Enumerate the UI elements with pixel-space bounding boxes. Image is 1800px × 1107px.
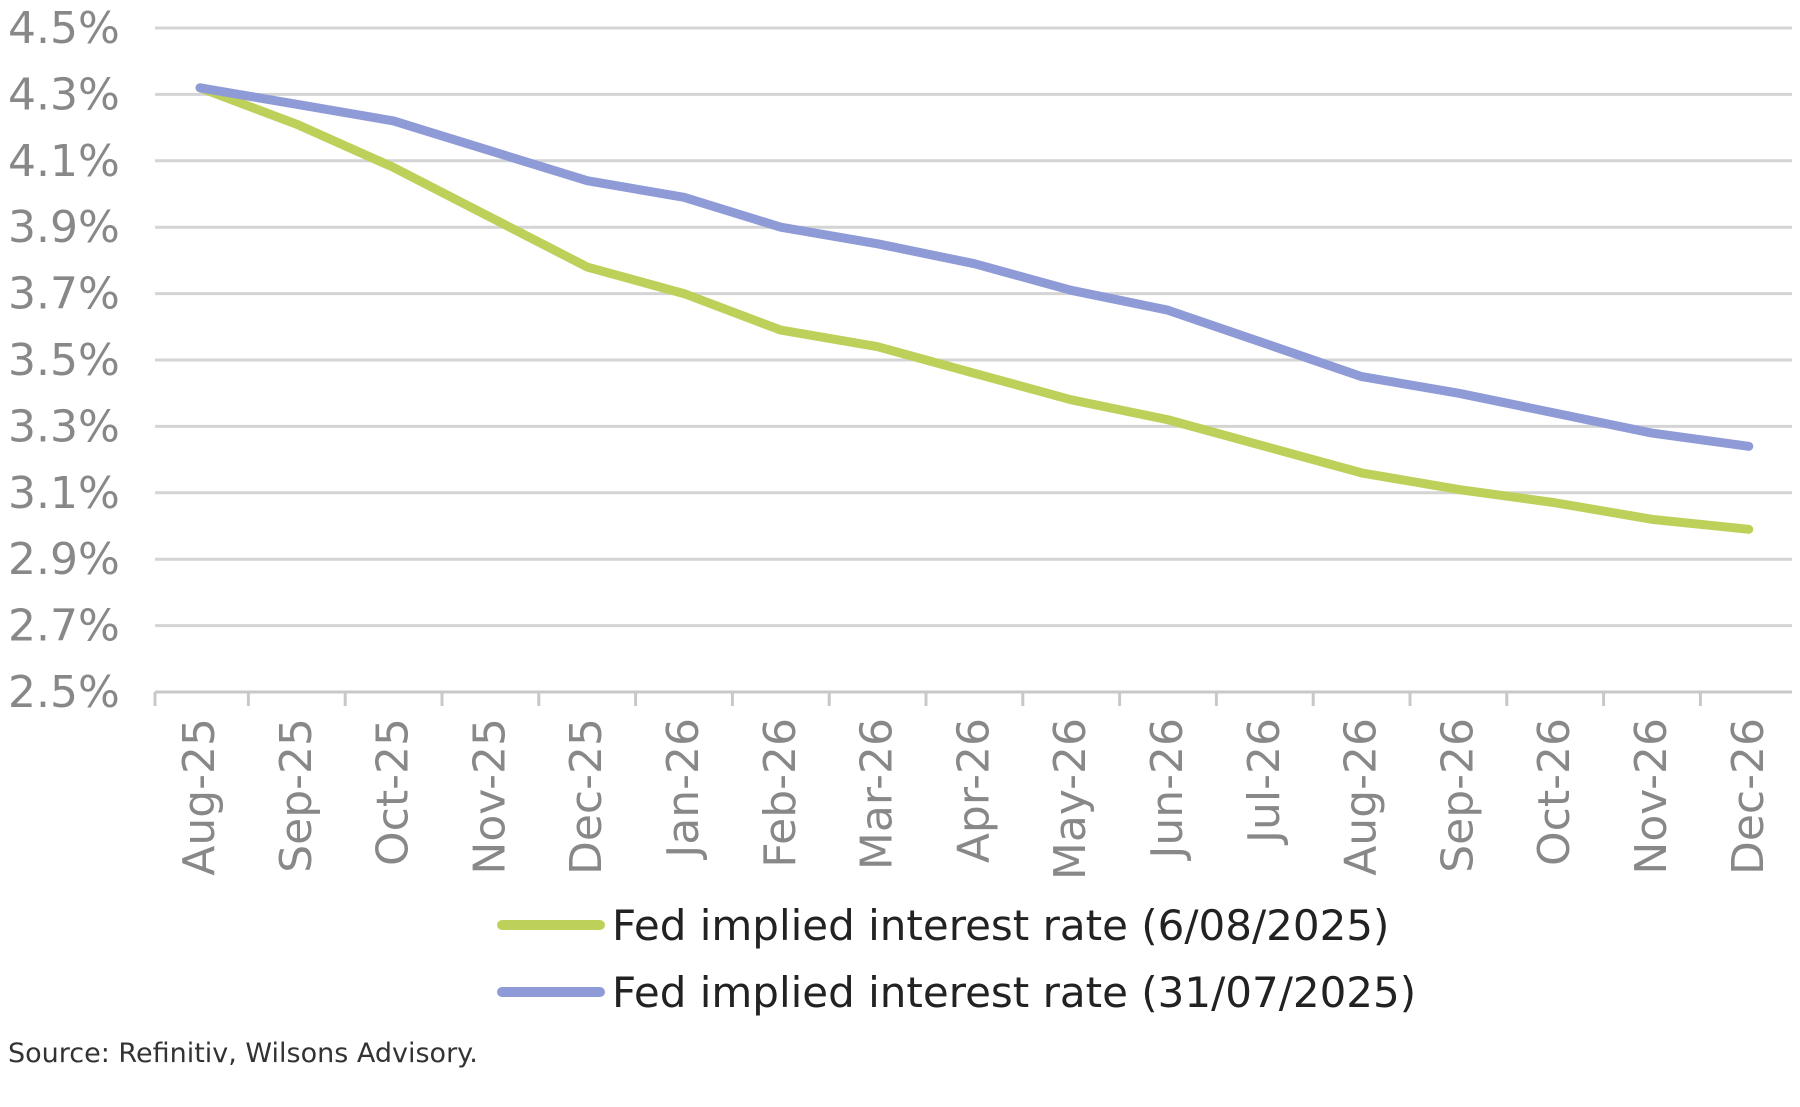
legend-label-1: Fed implied interest rate (6/08/2025) [612, 901, 1389, 950]
x-tick-label: May-26 [1045, 718, 1096, 880]
x-tick-label: Sep-26 [1432, 718, 1483, 873]
gridlines [155, 26, 1792, 628]
y-tick-label: 4.3% [8, 69, 120, 120]
x-axis: Aug-25 Sep-25 Oct-25 Nov-25 Dec-25 Jan-26 Feb-… [153, 690, 1792, 880]
y-tick-label: 3.1% [8, 468, 120, 519]
x-tick-label: Apr-26 [948, 718, 999, 863]
y-tick-label: 2.5% [8, 667, 120, 718]
x-tick-label: Oct-25 [368, 718, 419, 866]
y-tick-label: 4.5% [8, 3, 120, 54]
y-axis: 4.5% 4.3% 4.1% 3.9% 3.7% 3.5% 3.3% 3.1% 2.9% 2.7%… [8, 3, 120, 718]
x-tick-label: Dec-26 [1723, 718, 1774, 875]
y-tick-label: 3.7% [8, 269, 120, 320]
x-tick-label: Dec-25 [561, 718, 612, 875]
x-tick-label: Aug-25 [174, 718, 225, 876]
series-line-2 [195, 83, 1754, 451]
legend-label-2: Fed implied interest rate (31/07/2025) [612, 968, 1416, 1017]
y-tick-label: 2.9% [8, 534, 120, 585]
x-tick-label: Nov-25 [464, 718, 515, 875]
source-note: Source: Refinitiv, Wilsons Advisory. [8, 1038, 478, 1069]
legend: Fed implied interest rate (6/08/2025) Fed… [497, 901, 1416, 1017]
x-tick-label: Jun-26 [1142, 718, 1193, 862]
x-tick-label: Aug-26 [1336, 718, 1387, 876]
x-tick-label: Jan-26 [658, 718, 709, 861]
series-lines [195, 83, 1754, 534]
x-tick-label: Mar-26 [852, 718, 903, 870]
x-tick-label: Sep-25 [271, 718, 322, 873]
x-tick-label: Jul-26 [1239, 718, 1290, 846]
y-tick-label: 3.3% [8, 401, 120, 452]
x-tick-label: Feb-26 [755, 718, 806, 868]
y-tick-label: 3.9% [8, 202, 120, 253]
x-tick-label: Oct-26 [1529, 718, 1580, 866]
y-tick-label: 3.5% [8, 335, 120, 386]
y-tick-label: 2.7% [8, 601, 120, 652]
y-tick-label: 4.1% [8, 136, 120, 187]
x-tick-label: Nov-26 [1626, 718, 1677, 875]
series-line-1 [195, 83, 1754, 534]
